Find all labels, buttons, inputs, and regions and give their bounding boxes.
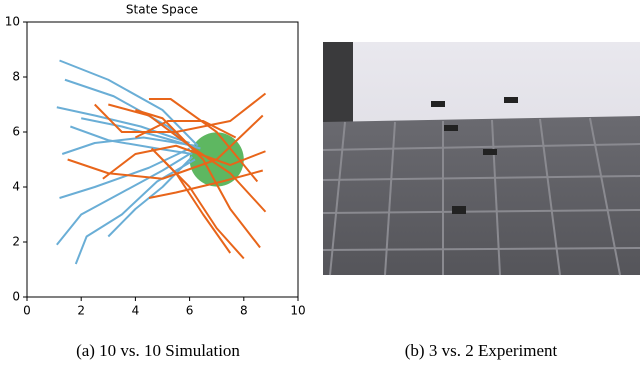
trajectory: [161, 158, 245, 260]
chart-title: State Space: [126, 3, 198, 17]
trajectory: [59, 147, 191, 199]
trajectory: [56, 153, 191, 246]
trajectory: [148, 169, 264, 199]
trajectory: [59, 59, 199, 147]
x-tick-label: 2: [77, 304, 85, 318]
y-tick-label: 4: [12, 180, 20, 194]
trajectory: [107, 156, 194, 238]
y-tick-label: 6: [12, 125, 20, 139]
trajectory: [148, 98, 259, 183]
y-tick-label: 2: [12, 235, 20, 249]
y-tick-label: 8: [12, 70, 20, 84]
caption: (a) 10 vs. 10 Simulation: [76, 341, 240, 360]
trajectory: [56, 106, 190, 144]
trajectory: [67, 114, 264, 180]
caption: (b) 3 vs. 2 Experiment: [405, 341, 558, 360]
trajectory: [74, 158, 196, 265]
x-tick-label: 6: [186, 304, 194, 318]
trajectory: [134, 120, 237, 139]
x-tick-label: 4: [132, 304, 140, 318]
x-tick-label: 10: [290, 304, 305, 318]
trajectory: [135, 109, 261, 249]
trajectory: [81, 117, 201, 150]
photo: [322, 42, 640, 276]
plot-frame: [26, 21, 299, 298]
trajectory: [102, 144, 266, 180]
y-tick-label: 10: [5, 15, 20, 29]
x-tick-label: 8: [240, 304, 248, 318]
y-tick-label: 0: [12, 290, 20, 304]
trajectory: [61, 136, 196, 155]
x-tick-label: 0: [23, 304, 31, 318]
trajectory: [70, 125, 193, 155]
